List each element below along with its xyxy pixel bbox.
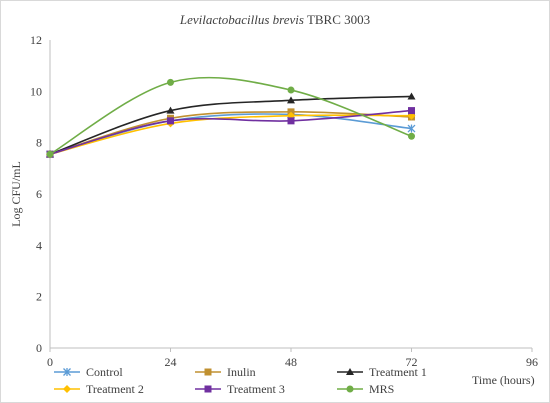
x-tick-label: 48 [285,355,297,369]
legend-marker [204,368,212,376]
legend-marker [63,385,71,393]
chart-title-plain: TBRC 3003 [307,12,370,27]
data-point-treatment-1 [166,106,175,114]
series-line-treatment-1 [49,95,412,155]
x-tick-label: 24 [165,355,177,369]
legend-marker [346,385,354,393]
series-line-inulin [49,111,412,155]
legend-item-treatment-2: Treatment 2 [54,382,144,396]
legend-marker [63,368,71,376]
legend-label: Control [86,365,123,379]
legend-item-inulin: Inulin [195,365,256,379]
data-point-mrs [46,150,54,158]
legend-item-treatment-3: Treatment 3 [195,382,285,396]
y-tick-label: 12 [30,33,42,47]
data-point-mrs [167,78,174,86]
y-tick-label: 4 [36,238,42,252]
data-point-control [407,124,416,133]
chart-title: Levilactobacillus brevis TBRC 3003 [179,12,370,27]
y-tick-label: 10 [30,84,42,98]
legend-label: Treatment 2 [86,382,144,396]
legend-item-mrs: MRS [337,382,394,396]
legend-item-control: Control [54,365,123,379]
series-treatment-1 [46,92,416,158]
x-tick-label: 0 [47,355,53,369]
data-point-treatment-3 [408,107,415,115]
x-axis-label: Time (hours) [472,373,535,387]
y-tick-label: 2 [36,290,42,304]
data-point-treatment-1 [287,96,295,104]
legend-label: MRS [369,382,394,396]
series-line-treatment-3 [49,109,412,155]
data-point-mrs [287,86,295,94]
series-mrs [46,76,415,158]
legend: Control Inulin Treatment 1 Treatment 2 Treat… [54,365,427,396]
legend-item-treatment-1: Treatment 1 [337,365,427,379]
series-layer [46,76,416,159]
data-point-mrs [408,132,415,140]
legend-marker [346,368,354,375]
x-tick-label: 72 [406,355,418,369]
data-point-treatment-3 [287,117,295,125]
legend-label: Treatment 3 [227,382,285,396]
chart-title-italic: Levilactobacillus brevis [179,12,304,27]
y-tick-label: 8 [36,136,42,150]
series-line-mrs [49,76,412,155]
legend-label: Inulin [227,365,256,379]
data-point-treatment-1 [407,92,416,100]
y-axis-label: Log CFU/mL [9,161,23,227]
x-tick-label: 96 [526,355,538,369]
y-tick-label: 0 [36,341,42,355]
legend-marker [204,385,212,393]
data-point-treatment-3 [167,117,174,125]
legend-label: Treatment 1 [369,365,427,379]
y-tick-label: 6 [36,187,42,201]
series-line-treatment-2 [49,114,412,155]
